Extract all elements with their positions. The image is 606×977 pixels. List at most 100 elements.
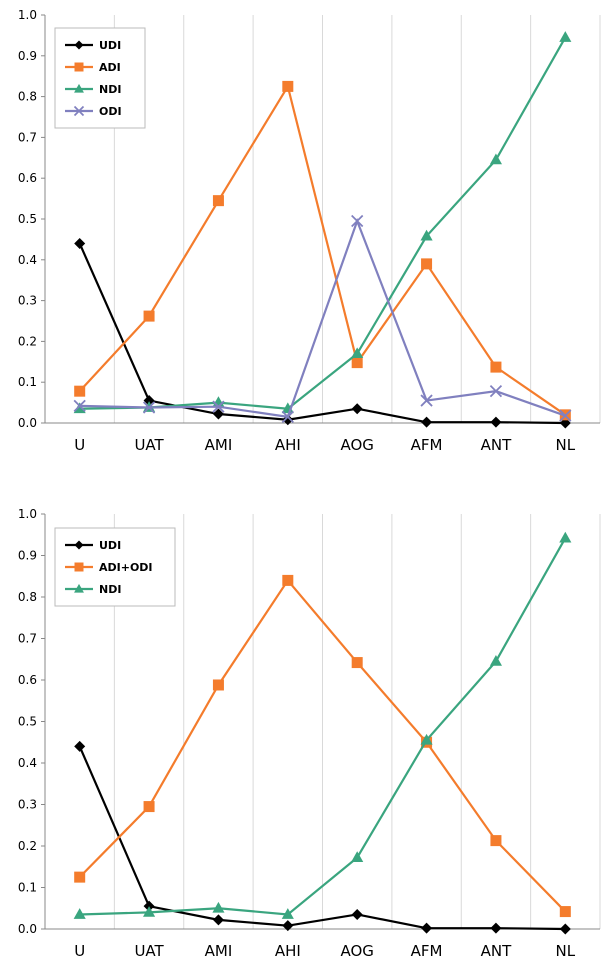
- chart-top-xtick-label: ANT: [481, 436, 512, 454]
- chart-top-series-udi: [74, 237, 571, 429]
- chart-top-legend-label: NDI: [99, 83, 121, 96]
- chart-bottom-xtick-label: U: [74, 942, 85, 960]
- chart-bottom-ytick-label: 0.9: [18, 549, 37, 563]
- chart-top-legend-item-ndi: NDI: [65, 83, 121, 96]
- chart-bottom-xtick-label: AMI: [205, 942, 233, 960]
- chart-top-ytick-label: 0.2: [18, 334, 37, 348]
- chart-top-series-adi-point: [212, 195, 224, 207]
- chart-bottom-series-udi-point: [282, 920, 294, 932]
- chart-bottom-ytick-label: 0.8: [18, 590, 37, 604]
- chart-top-ytick-label: 0.6: [18, 171, 37, 185]
- chart-top-series-odi-point: [351, 214, 364, 228]
- chart-bottom-series-adi-odi-point: [490, 835, 502, 847]
- chart-top-legend-item-odi: ODI: [65, 105, 122, 118]
- chart-bottom-series-ndi-point: [281, 908, 294, 919]
- chart-bottom-series-adi-odi-point: [282, 574, 294, 586]
- chart-bottom-xtick-label: AOG: [340, 942, 373, 960]
- chart-top-series-adi-point: [74, 385, 86, 397]
- chart-bottom-series-udi-point: [351, 908, 363, 920]
- chart-bottom-xtick-label: AHI: [275, 942, 301, 960]
- chart-bottom-series-ndi-point: [420, 733, 433, 745]
- chart-top-legend-item-adi: ADI: [65, 61, 121, 74]
- chart-bottom-series-ndi-point: [212, 901, 225, 913]
- chart-top-xtick-label: AFM: [411, 436, 443, 454]
- chart-top-legend-marker: [74, 62, 84, 72]
- chart-top-ytick-label: 0.3: [18, 294, 37, 308]
- chart-top-xtick-label: AHI: [275, 436, 301, 454]
- chart-top-legend-marker: [74, 40, 84, 50]
- chart-top-series-udi-point: [351, 403, 363, 415]
- chart-bottom-series-udi-point: [490, 922, 502, 934]
- chart-top-series-adi-point: [490, 361, 502, 373]
- chart-bottom-legend-item-adi-odi: ADI+ODI: [65, 561, 153, 574]
- chart-bottom-ytick-label: 0.3: [18, 798, 37, 812]
- chart-top-ytick-label: 0.8: [18, 90, 37, 104]
- chart-bottom-xtick-label: UAT: [134, 942, 164, 960]
- chart-bottom-series-udi-line: [78, 745, 566, 931]
- chart-bottom-ytick-label: 0.1: [18, 881, 37, 895]
- chart-top-series-odi-point: [420, 394, 433, 407]
- chart-bottom-xtick-label: NL: [556, 942, 576, 960]
- chart-top-legend-marker: [74, 83, 84, 93]
- chart-top-series-adi-line: [78, 83, 566, 416]
- chart-bottom-legend-item-ndi: NDI: [65, 583, 121, 596]
- chart-top-xtick-label: NL: [556, 436, 576, 454]
- chart-top-series-udi-point: [490, 416, 502, 428]
- chart-top-series-odi-point: [281, 410, 294, 424]
- chart-top-xtick-label: UAT: [134, 436, 164, 454]
- chart-bottom-legend-label: ADI+ODI: [99, 561, 153, 574]
- chart-bottom-series-ndi-point: [489, 655, 502, 666]
- chart-bottom-series-adi-odi: [74, 574, 571, 918]
- chart-bottom-series-ndi-point: [559, 531, 572, 543]
- chart-bottom-series-adi-odi-point: [351, 657, 363, 669]
- chart-bottom-legend-label: NDI: [99, 583, 121, 596]
- chart-bottom-series-udi-point: [74, 740, 86, 752]
- chart-bottom-series-adi-odi-point: [74, 871, 86, 883]
- chart-bottom-xtick-label: ANT: [481, 942, 512, 960]
- chart-top-xtick-label: AMI: [205, 436, 233, 454]
- chart-top-ytick-label: 0.1: [18, 375, 37, 389]
- chart-bottom-series-udi-point: [421, 922, 433, 934]
- chart-top-series-odi-point: [73, 399, 86, 413]
- chart-top-xtick-label: AOG: [340, 436, 373, 454]
- chart-top-legend-label: ODI: [99, 105, 122, 118]
- chart-top-series-odi-point: [142, 401, 156, 414]
- chart-top-series-udi-point: [421, 416, 433, 428]
- chart-bottom-legend-marker: [74, 540, 84, 550]
- chart-bottom-ytick-label: 0.4: [18, 756, 37, 770]
- chart-bottom-svg: 0.0 0.1 0.2 0.3 0.4 0.5 0.6 0.7 0.8 0.9 1.0 U UAT AMI…: [18, 507, 601, 960]
- chart-top-ytick-label: 0.5: [18, 212, 37, 226]
- chart-top-ytick-label: 1.0: [18, 8, 37, 22]
- chart-bottom-ytick-label: 0.7: [18, 632, 37, 646]
- chart-top: 0.0 0.1 0.2 0.3 0.4 0.5 0.6 0.7 0.8 0.9 1.0 U UAT AMI…: [0, 0, 606, 470]
- chart-top-series-adi-point: [351, 357, 363, 369]
- chart-bottom-series-adi-odi-line: [78, 578, 567, 913]
- chart-top-legend-item-udi: UDI: [65, 39, 121, 52]
- chart-top-series-odi-point: [212, 400, 225, 413]
- chart-bottom-series-adi-odi-point: [559, 906, 571, 918]
- chart-bottom-legend-marker: [74, 583, 84, 593]
- chart-top-ytick-label: 0.4: [18, 253, 37, 267]
- chart-top-ytick-label: 0.0: [18, 416, 37, 430]
- chart-top-legend-label: UDI: [99, 39, 121, 52]
- chart-top-series-udi-point: [143, 395, 155, 407]
- chart-bottom-series-ndi-point: [351, 851, 364, 863]
- chart-top-gridlines: [113, 15, 601, 423]
- chart-bottom-series-udi-point: [559, 923, 571, 935]
- chart-top-series-odi-point: [559, 409, 572, 422]
- chart-top-legend-marker: [73, 105, 85, 117]
- chart-bottom-series-ndi-point: [73, 908, 86, 919]
- chart-top-series-odi: [73, 214, 572, 424]
- chart-bottom-ytick-label: 0.5: [18, 715, 37, 729]
- chart-bottom-ytick-label: 0.2: [18, 839, 37, 853]
- chart-top-ytick-label: 0.9: [18, 49, 37, 63]
- chart-top-legend: UDI ADI NDI ODI: [54, 27, 146, 129]
- chart-bottom-ytick-label: 1.0: [18, 507, 37, 521]
- chart-top-ytick-label: 0.7: [18, 130, 37, 144]
- chart-bottom-series-adi-odi-point: [212, 679, 224, 691]
- chart-top-series-ndi-point: [73, 402, 86, 414]
- chart-top-series-odi-point: [489, 385, 503, 398]
- chart-top-series-ndi-point: [351, 347, 364, 359]
- chart-top-series-adi-point: [421, 258, 433, 270]
- chart-bottom-xtick-label: AFM: [411, 942, 443, 960]
